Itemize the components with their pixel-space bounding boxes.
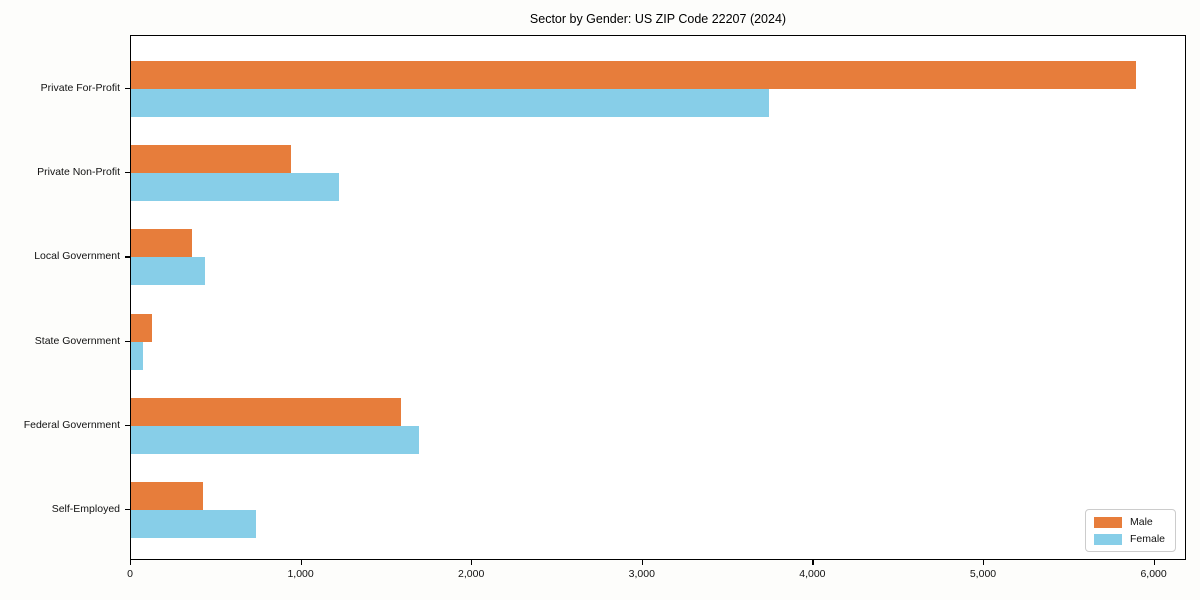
x-tick-mark-2 [471,560,473,565]
y-tick-mark-1 [125,172,130,174]
legend-swatch-male-icon [1093,516,1122,528]
bar-female-4 [131,425,420,454]
y-tick-mark-3 [125,340,130,342]
x-tick-label-0: 0 [127,568,133,580]
x-tick-mark-6 [1153,560,1155,565]
bar-female-5 [131,510,256,538]
bar-male-1 [131,145,292,174]
x-tick-label-5: 5,000 [969,568,997,580]
legend: Male Female [1084,509,1176,552]
x-tick-label-1: 1,000 [287,568,314,580]
x-tick-label-2: 2,000 [458,568,485,580]
bar-female-2 [131,257,206,286]
category-label-2: Local Government [34,250,120,263]
category-label-3: State Government [34,334,120,347]
category-label-0: Private For-Profit [40,82,120,94]
y-tick-mark-4 [125,424,130,426]
x-tick-mark-3 [641,560,643,565]
legend-swatch-female-icon [1093,533,1122,545]
bar-female-3 [131,341,143,370]
x-tick-mark-1 [300,560,302,565]
bar-male-0 [131,61,1136,89]
chart-title: Sector by Gender: US ZIP Code 22207 (202… [529,12,787,26]
plot-area: Male Female [130,35,1186,560]
x-tick-mark-4 [812,560,814,565]
bar-female-0 [131,89,770,117]
y-tick-mark-2 [125,256,130,258]
bar-male-3 [131,313,153,342]
x-tick-label-6: 6,000 [1140,568,1167,580]
x-tick-label-4: 4,000 [799,568,826,580]
category-label-5: Self-Employed [51,503,120,515]
category-label-1: Private Non-Profit [37,166,120,179]
bar-male-5 [131,482,203,510]
x-tick-mark-0 [130,560,132,565]
category-label-4: Federal Government [23,418,120,431]
y-tick-mark-5 [125,509,130,511]
legend-item-male: Male [1093,516,1165,528]
legend-label-female: Female [1129,533,1165,545]
bar-male-2 [131,229,192,258]
legend-label-male: Male [1129,516,1153,528]
y-tick-mark-0 [125,88,130,90]
bar-female-1 [131,173,340,202]
x-tick-mark-5 [982,560,985,565]
bar-male-4 [131,397,401,426]
legend-item-female: Female [1093,533,1165,545]
x-tick-label-3: 3,000 [628,568,655,580]
